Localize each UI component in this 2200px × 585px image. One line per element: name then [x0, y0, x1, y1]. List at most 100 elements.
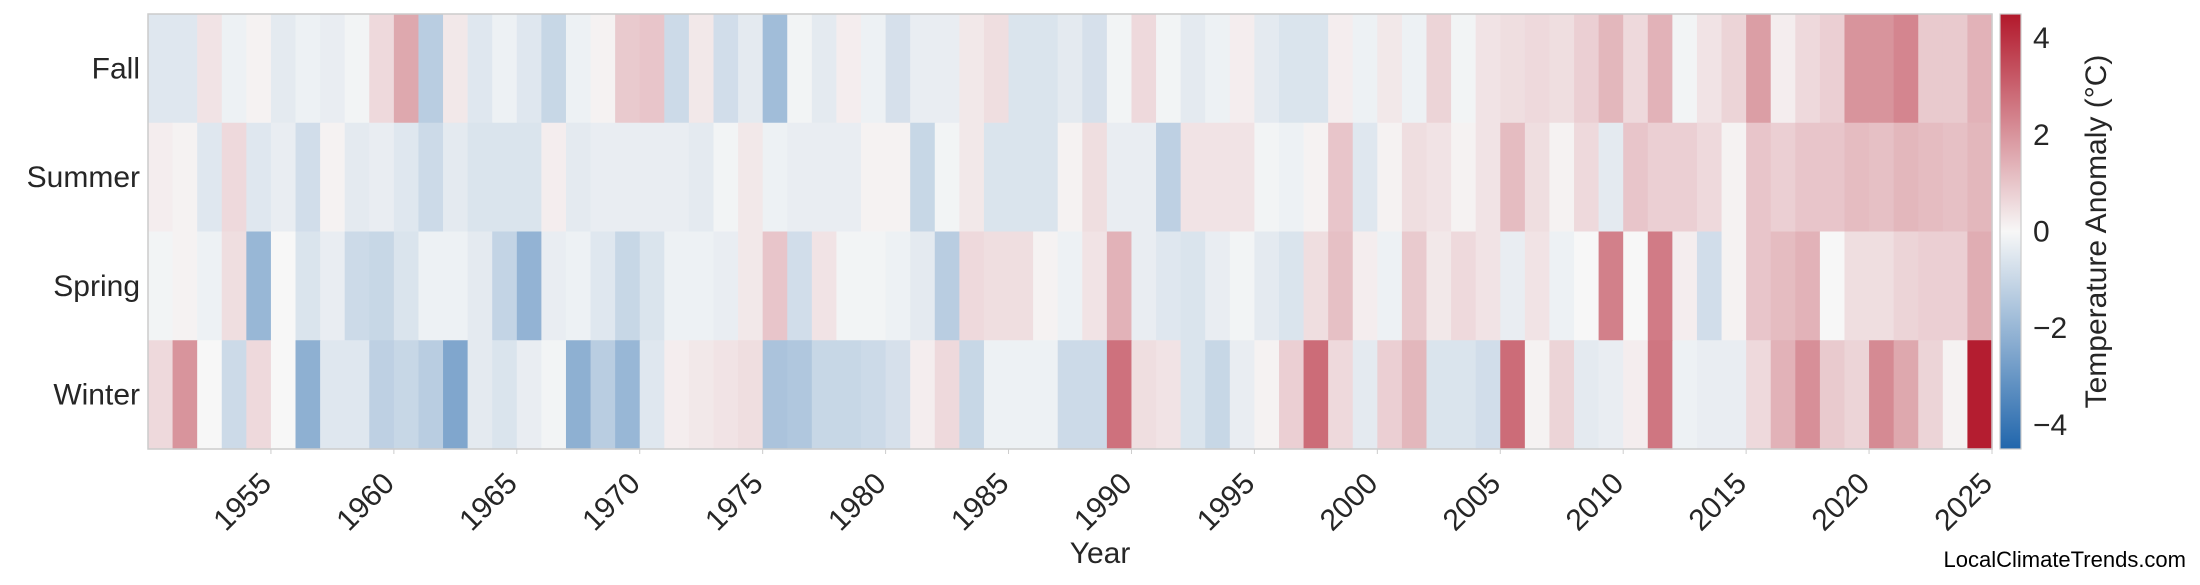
heatmap-cell-spring-1999 [1328, 231, 1354, 341]
heatmap-cell-winter-1954 [221, 340, 247, 450]
heatmap-cell-winter-1993 [1180, 340, 1206, 450]
heatmap-cell-winter-1996 [1254, 340, 1280, 450]
heatmap-cell-winter-2021 [1869, 340, 1895, 450]
heatmap-cell-spring-1958 [320, 231, 346, 341]
heatmap-cell-summer-1953 [197, 122, 223, 233]
heatmap-cell-winter-2015 [1721, 340, 1747, 450]
heatmap-cell-summer-1959 [344, 122, 370, 233]
heatmap-cell-winter-1972 [664, 340, 690, 450]
heatmap-cell-fall-1992 [1156, 14, 1182, 124]
heatmap-cell-winter-1975 [738, 340, 764, 450]
heatmap-cell-fall-2001 [1377, 14, 1403, 124]
heatmap-cell-winter-1970 [615, 340, 641, 450]
heatmap-cell-winter-2006 [1500, 340, 1526, 450]
heatmap-cell-summer-1964 [467, 122, 493, 233]
heatmap-cell-summer-2015 [1721, 122, 1747, 233]
heatmap-cell-fall-2024 [1942, 14, 1969, 124]
heatmap-cell-spring-1981 [885, 231, 911, 341]
heatmap-cell-spring-1976 [762, 231, 788, 341]
heatmap-cell-spring-1996 [1254, 231, 1280, 341]
heatmap-cell-summer-1997 [1278, 122, 1305, 233]
heatmap-cell-summer-1994 [1205, 122, 1231, 233]
heatmap-cell-spring-2013 [1672, 231, 1698, 341]
heatmap-cell-fall-2004 [1451, 14, 1477, 124]
heatmap-cell-fall-1994 [1205, 14, 1231, 124]
heatmap-cell-winter-1985 [983, 340, 1010, 450]
heatmap-cell-fall-1979 [836, 14, 862, 124]
heatmap-cell-summer-2003 [1426, 122, 1452, 233]
heatmap-cell-summer-2019 [1819, 122, 1846, 233]
heatmap-cell-summer-1985 [983, 122, 1010, 233]
heatmap-cell-summer-1998 [1303, 122, 1329, 233]
heatmap-cell-summer-1955 [246, 122, 272, 233]
heatmap-cell-winter-1973 [688, 340, 715, 450]
heatmap-cell-summer-2014 [1696, 122, 1723, 233]
heatmap-cell-winter-1988 [1057, 340, 1083, 450]
heatmap-cell-spring-1997 [1278, 231, 1305, 341]
heatmap-cell-summer-1966 [516, 122, 542, 233]
heatmap-cell-spring-2008 [1549, 231, 1575, 341]
heatmap-cell-fall-1960 [369, 14, 395, 124]
heatmap-cell-winter-2009 [1574, 340, 1600, 450]
heatmap-cell-fall-1998 [1303, 14, 1329, 124]
heatmap-cell-fall-1997 [1278, 14, 1305, 124]
heatmap-cell-summer-1962 [418, 122, 444, 233]
heatmap-cell-spring-1952 [172, 231, 198, 341]
heatmap-cell-fall-2020 [1844, 14, 1870, 124]
heatmap-cell-fall-1989 [1082, 14, 1108, 124]
heatmap-cell-winter-1966 [516, 340, 542, 450]
heatmap-cell-spring-2022 [1893, 231, 1919, 341]
heatmap-cell-winter-1969 [590, 340, 616, 450]
heatmap-cell-winter-1964 [467, 340, 493, 450]
source-credit: LocalClimateTrends.com [1943, 547, 2187, 572]
heatmap-cell-fall-1970 [615, 14, 641, 124]
heatmap-cell-winter-2003 [1426, 340, 1452, 450]
heatmap-cell-winter-1994 [1205, 340, 1231, 450]
heatmap-cell-summer-2009 [1574, 122, 1600, 233]
heatmap-cell-fall-1965 [492, 14, 518, 124]
heatmap-cell-winter-1995 [1229, 340, 1255, 450]
heatmap-cell-summer-2011 [1623, 122, 1649, 233]
heatmap-cell-winter-1951 [148, 340, 174, 450]
heatmap-cell-spring-1966 [516, 231, 542, 341]
heatmap-cell-spring-1964 [467, 231, 493, 341]
heatmap-cell-fall-1953 [197, 14, 223, 124]
heatmap-cell-spring-2010 [1598, 231, 1624, 341]
heatmap-cell-summer-1999 [1328, 122, 1354, 233]
heatmap-cell-fall-1969 [590, 14, 616, 124]
heatmap-cell-summer-1957 [295, 122, 321, 233]
heatmap-cell-spring-1969 [590, 231, 616, 341]
heatmap-cell-spring-1977 [787, 231, 813, 341]
heatmap-cell-summer-1961 [393, 122, 420, 233]
heatmap-cell-summer-1993 [1180, 122, 1206, 233]
heatmap-cell-winter-1983 [934, 340, 960, 450]
heatmap-cell-winter-1980 [861, 340, 887, 450]
heatmap-cell-spring-1978 [811, 231, 838, 341]
heatmap-cell-winter-1976 [762, 340, 788, 450]
heatmap-cell-winter-2008 [1549, 340, 1575, 450]
heatmap-cell-summer-1987 [1033, 122, 1059, 233]
heatmap-cell-summer-2002 [1401, 122, 1428, 233]
heatmap-cell-spring-2023 [1918, 231, 1944, 341]
heatmap-cell-summer-1970 [615, 122, 641, 233]
x-tick-label-1985: 1985 [945, 467, 1016, 538]
heatmap-cell-summer-2018 [1795, 122, 1821, 233]
heatmap-cell-summer-1965 [492, 122, 518, 233]
heatmap-cell-fall-1978 [811, 14, 838, 124]
x-tick-label-2025: 2025 [1928, 467, 1999, 538]
heatmap-cell-fall-2011 [1623, 14, 1649, 124]
heatmap-cell-winter-2020 [1844, 340, 1870, 450]
heatmap-cell-spring-1985 [983, 231, 1010, 341]
heatmap-cell-summer-2008 [1549, 122, 1575, 233]
heatmap-cell-summer-1971 [639, 122, 665, 233]
heatmap-cell-fall-2008 [1549, 14, 1575, 124]
heatmap-cell-winter-2013 [1672, 340, 1698, 450]
heatmap-cell-summer-1991 [1131, 122, 1157, 233]
plot-frame [147, 13, 1993, 450]
heatmap-cell-winter-1986 [1008, 340, 1034, 450]
heatmap-cell-spring-1968 [565, 231, 592, 341]
heatmap-cell-summer-2022 [1893, 122, 1919, 233]
heatmap-cell-spring-1951 [148, 231, 174, 341]
heatmap-cell-summer-1982 [910, 122, 936, 233]
